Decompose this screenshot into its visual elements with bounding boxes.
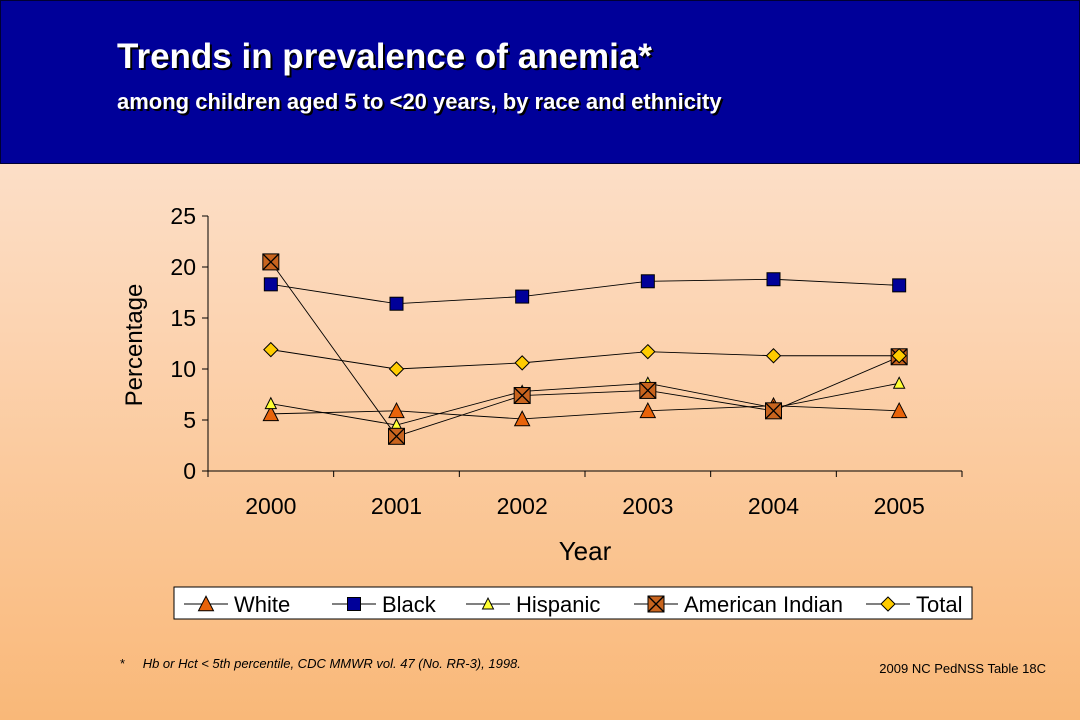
source-note: 2009 NC PedNSS Table 18C <box>879 661 1046 676</box>
point-white <box>513 410 531 427</box>
point-black <box>389 296 404 311</box>
legend-marker-white <box>197 595 215 612</box>
series-line-hispanic <box>270 382 900 426</box>
point-hispanic <box>264 396 278 410</box>
y-tick-label: 25 <box>170 203 196 229</box>
point-total <box>891 348 907 364</box>
x-tick-label: 2001 <box>371 493 422 519</box>
point-american-indian <box>388 427 405 445</box>
point-total <box>263 341 279 358</box>
legend-label-white: White <box>234 592 290 617</box>
series-line-black <box>270 278 900 305</box>
x-tick-label: 2005 <box>874 493 925 519</box>
y-tick-label: 0 <box>183 458 196 484</box>
point-black <box>263 277 278 292</box>
legend-marker-american-indian <box>647 595 665 613</box>
point-hispanic <box>892 376 906 389</box>
point-american-indian <box>639 381 657 399</box>
y-tick-label: 5 <box>183 407 196 433</box>
legend-marker-hispanic <box>481 596 495 610</box>
x-tick-label: 2000 <box>245 493 296 519</box>
point-white <box>890 401 908 419</box>
footnote-text: Hb or Hct < 5th percentile, CDC MMWR vol… <box>142 656 521 671</box>
legend-marker-black <box>347 597 361 611</box>
x-axis-title: Year <box>559 536 612 566</box>
x-tick-label: 2004 <box>748 493 799 519</box>
y-axis-title: Percentage <box>121 284 148 407</box>
legend-label-total: Total <box>916 592 962 617</box>
point-total <box>514 355 530 371</box>
point-black <box>766 272 781 287</box>
series-line-total <box>270 349 900 370</box>
series-line-white <box>270 405 900 420</box>
legend-marker-total <box>880 596 896 612</box>
x-tick-label: 2003 <box>622 493 673 519</box>
point-white <box>639 401 657 419</box>
point-black <box>640 274 655 289</box>
point-american-indian <box>513 387 531 405</box>
point-total <box>388 361 405 377</box>
y-tick-label: 10 <box>170 356 196 382</box>
series-line-american-indian <box>270 261 900 437</box>
footnote: * Hb or Hct < 5th percentile, CDC MMWR v… <box>120 656 521 671</box>
legend-box <box>173 586 973 620</box>
footnote-marker: * <box>120 656 126 671</box>
point-total <box>765 348 782 364</box>
legend-label-black: Black <box>382 592 437 617</box>
y-tick-label: 20 <box>170 254 196 280</box>
point-white <box>262 405 280 422</box>
point-american-indian <box>765 402 782 420</box>
slide-subtitle: among children aged 5 to <20 years, by r… <box>117 89 722 114</box>
point-black <box>515 289 530 304</box>
point-total <box>640 343 656 360</box>
point-american-indian <box>262 253 280 271</box>
header-banner: Trends in prevalence of anemia* among ch… <box>0 0 1080 164</box>
point-white <box>388 401 405 419</box>
point-black <box>892 278 907 293</box>
y-tick-label: 15 <box>170 305 196 331</box>
slide-title: Trends in prevalence of anemia* <box>117 37 652 76</box>
x-tick-label: 2002 <box>497 493 548 519</box>
legend-label-hispanic: Hispanic <box>516 592 600 617</box>
legend-label-american-indian: American Indian <box>684 592 843 617</box>
